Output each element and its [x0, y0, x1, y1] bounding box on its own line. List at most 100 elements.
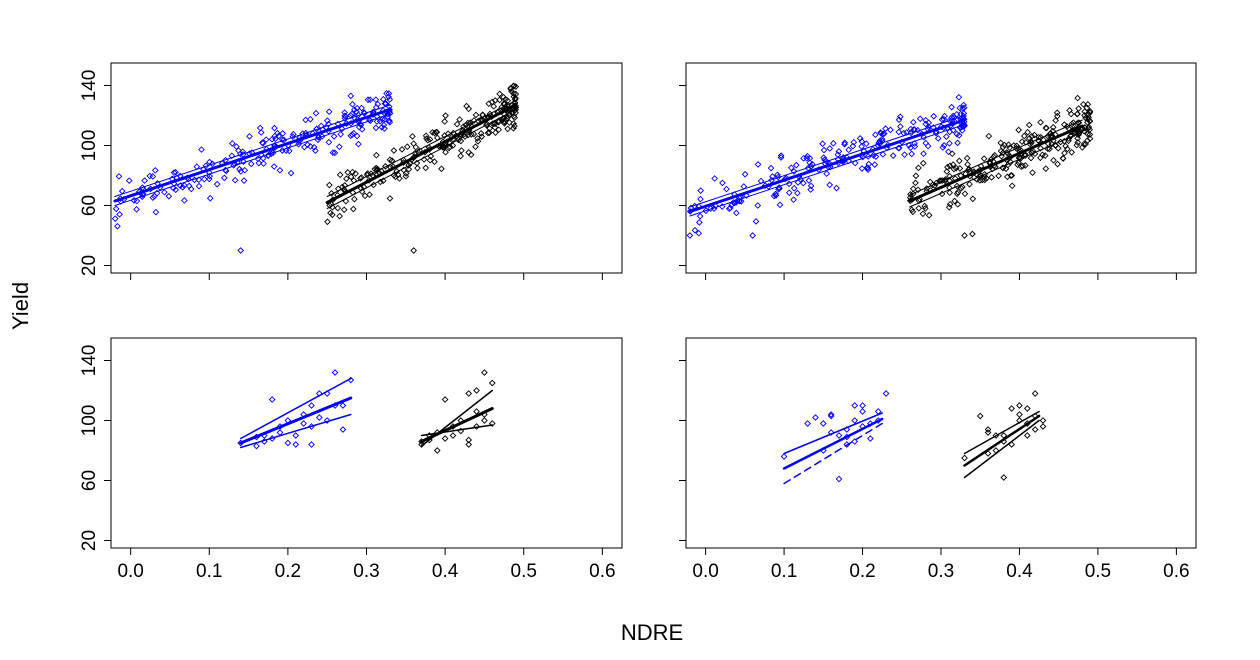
x-tick-label: 0.0 — [117, 561, 143, 582]
confidence-line — [114, 104, 391, 197]
data-point — [358, 125, 366, 133]
data-point — [790, 168, 798, 175]
data-point — [908, 206, 916, 214]
data-point — [1061, 149, 1068, 157]
data-point — [697, 187, 705, 194]
series-black — [961, 390, 1047, 481]
data-point — [882, 125, 889, 132]
data-point — [774, 173, 782, 181]
y-tick-label: 60 — [79, 470, 100, 491]
data-point — [491, 120, 499, 128]
x-tick-label: 0.1 — [196, 561, 222, 582]
data-point — [961, 232, 968, 239]
data-point — [1075, 105, 1082, 112]
data-point — [1025, 121, 1033, 129]
data-point — [723, 185, 730, 193]
data-point — [697, 195, 704, 203]
data-point — [954, 188, 962, 196]
data-point — [953, 190, 961, 198]
data-point — [911, 143, 919, 150]
data-point — [908, 150, 916, 158]
data-point — [233, 143, 240, 150]
data-point — [470, 117, 478, 124]
data-point — [741, 170, 749, 178]
series-blue — [780, 390, 890, 485]
data-point — [228, 140, 236, 147]
data-point — [496, 90, 504, 98]
data-point — [858, 165, 866, 172]
data-point — [292, 441, 300, 448]
y-tick-label: 140 — [79, 345, 100, 377]
data-point — [925, 123, 932, 131]
data-point — [915, 164, 922, 172]
data-point — [149, 194, 157, 201]
data-point — [312, 109, 320, 117]
x-tick-label: 0.3 — [928, 561, 954, 582]
data-point — [1085, 110, 1092, 118]
regression-line — [420, 407, 494, 443]
data-point — [412, 143, 420, 151]
data-point — [976, 177, 984, 184]
data-point — [504, 125, 512, 133]
data-point — [348, 110, 356, 118]
data-point — [970, 174, 978, 181]
data-point — [349, 100, 356, 108]
data-point — [170, 169, 178, 177]
x-tick-label: 0.1 — [771, 561, 797, 582]
data-point — [872, 131, 879, 139]
data-point — [1039, 417, 1047, 424]
data-point — [228, 152, 236, 160]
data-point — [373, 118, 381, 125]
data-point — [256, 124, 264, 132]
data-point — [1074, 94, 1081, 102]
data-point — [845, 146, 853, 154]
data-point — [912, 172, 920, 180]
data-point — [195, 182, 203, 190]
data-point — [954, 201, 962, 208]
data-point — [732, 209, 740, 217]
data-point — [932, 129, 940, 137]
data-point — [859, 402, 866, 409]
data-point — [240, 158, 247, 165]
data-point — [1028, 149, 1036, 157]
series-blue — [237, 369, 355, 450]
data-point — [366, 191, 373, 198]
data-point — [307, 143, 314, 150]
data-point — [431, 129, 438, 137]
data-point — [492, 129, 499, 136]
data-point — [370, 181, 377, 189]
data-point — [1086, 131, 1094, 138]
data-point — [1019, 162, 1027, 170]
data-point — [938, 190, 946, 198]
panel-bottom-right: 0.0 0.1 0.2 0.3 0.4 0.5 0.6 — [679, 337, 1197, 582]
data-point — [1015, 159, 1022, 167]
data-point — [1023, 405, 1031, 412]
data-point — [895, 116, 903, 124]
data-point — [270, 163, 278, 170]
data-point — [827, 412, 835, 420]
data-point — [948, 150, 956, 158]
data-point — [835, 432, 843, 439]
data-point — [271, 132, 279, 140]
data-point — [686, 232, 694, 239]
data-point — [338, 125, 346, 133]
data-point — [172, 186, 180, 194]
data-point — [172, 168, 179, 176]
data-point — [1068, 120, 1076, 128]
data-point — [488, 420, 496, 427]
panel-frame — [110, 62, 623, 274]
data-point — [202, 162, 210, 170]
data-point — [441, 435, 449, 442]
data-point — [835, 148, 843, 155]
data-point — [385, 90, 393, 97]
y-tick-label: 100 — [79, 130, 100, 162]
data-point — [911, 140, 918, 147]
data-point — [1054, 160, 1061, 168]
data-point — [351, 195, 358, 203]
series-blue — [686, 93, 968, 239]
data-point — [205, 175, 213, 183]
data-point — [465, 441, 473, 448]
data-point — [473, 423, 480, 430]
data-point — [374, 165, 381, 173]
data-point — [114, 222, 121, 230]
